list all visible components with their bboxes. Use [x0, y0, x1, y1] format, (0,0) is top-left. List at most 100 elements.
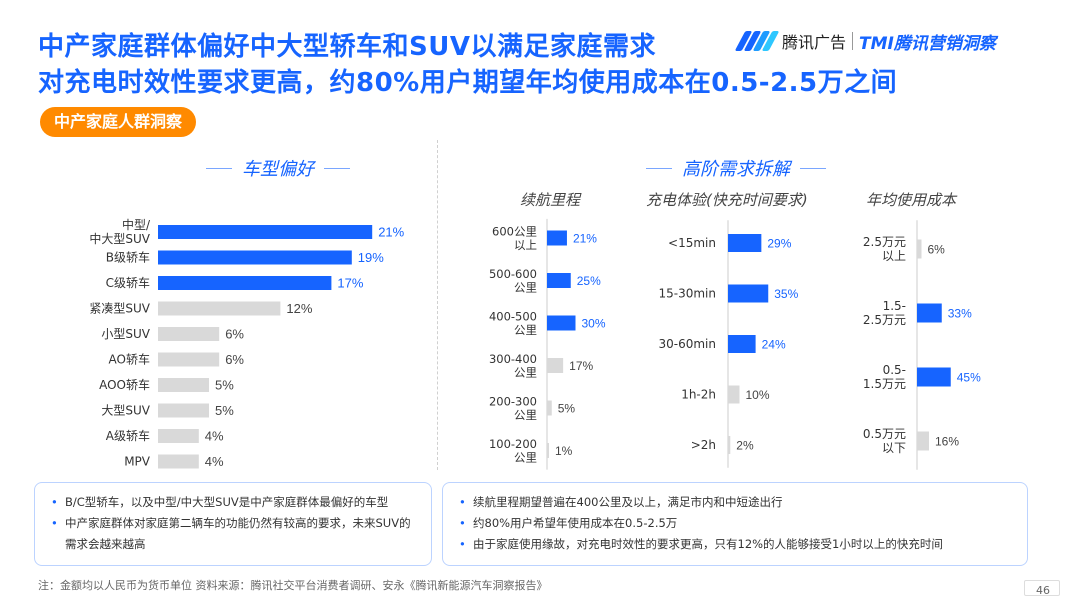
chart-data-label: 19% — [358, 250, 384, 265]
chart-bar — [158, 276, 332, 290]
chart-category-label: >2h — [691, 438, 716, 452]
chart-data-label: 29% — [767, 237, 791, 251]
chart-data-label: 45% — [957, 371, 981, 385]
chart-category-label: 中大型SUV — [89, 231, 150, 246]
section-divider — [437, 140, 438, 470]
chart-data-label: 6% — [225, 352, 244, 367]
chart-category-label: 2.5万元 — [863, 313, 906, 327]
chart-category-label: 300-400 — [489, 352, 537, 366]
chart-category-label: <15min — [668, 236, 716, 250]
chart-bar — [547, 400, 552, 416]
chart-bar — [547, 315, 576, 331]
chart-bar — [158, 301, 281, 316]
title-dash-left — [646, 167, 672, 169]
chart-bar — [158, 403, 209, 418]
chart-category-label: A级轿车 — [106, 428, 150, 443]
logo-brand-text: 腾讯广告 — [782, 33, 847, 52]
chart-category-label: 200-300 — [489, 394, 537, 408]
chart-category-label: 15-30min — [659, 287, 717, 301]
chart-bar — [728, 234, 762, 252]
chart-data-label: 4% — [205, 454, 224, 469]
right-note-item: 续航里程期望普遍在400公里及以上，满足市内和中短途出行 — [459, 492, 1013, 513]
chart-data-label: 2% — [736, 439, 754, 453]
left-note-item: 中产家庭群体对家庭第二辆车的功能仍然有较高的要求，未来SUV的需求会越来越高 — [51, 513, 417, 555]
right-section-title-text: 高阶需求拆解 — [682, 159, 790, 180]
chart-bar — [158, 429, 199, 443]
chart-category-label: 1.5万元 — [863, 377, 906, 391]
chart-data-label: 12% — [286, 301, 312, 316]
left-section-title: 车型偏好 — [196, 155, 360, 181]
logo-separator — [852, 32, 854, 50]
chart-data-label: 35% — [774, 287, 798, 301]
chart-data-label: 5% — [558, 402, 576, 416]
title-dash-left — [206, 167, 232, 169]
right-note-item: 约80%用户希望年使用成本在0.5-2.5万 — [459, 513, 1013, 534]
chart-category-label: AO轿车 — [109, 352, 150, 367]
chart-data-label: 5% — [215, 378, 234, 393]
chart-bar — [917, 303, 942, 323]
chart-category-label: 大型SUV — [101, 404, 150, 418]
page-number: 46 — [1036, 584, 1050, 597]
chart-data-label: 1% — [555, 444, 573, 458]
chart-category-label: 公里 — [514, 365, 537, 379]
chart-bar — [547, 230, 567, 246]
subchart-title-cost: 年均使用成本 — [866, 191, 957, 209]
left-note-item: B/C型轿车，以及中型/中大型SUV是中产家庭群体最偏好的车型 — [51, 492, 417, 513]
chart-category-label: 公里 — [514, 408, 537, 422]
chart-category-label: 以上 — [882, 249, 906, 263]
chart-data-label: 17% — [569, 359, 593, 373]
chart-category-label: 小型SUV — [101, 327, 150, 341]
page-title-line2: 对充电时效性要求更高，约80%用户期望年均使用成本在0.5-2.5万之间 — [38, 68, 898, 98]
title-dash-right — [324, 167, 350, 169]
chart-bar — [728, 284, 769, 303]
left-section-title-text: 车型偏好 — [242, 159, 314, 180]
chart-category-label: 以下 — [882, 441, 906, 455]
chart-data-label: 21% — [378, 225, 404, 240]
chart-category-label: 100-200 — [489, 437, 537, 451]
right-note-item: 由于家庭使用缘故，对充电时效性的要求更高，只有12%的人能够接受1小时以上的快充… — [459, 534, 1013, 555]
chart-bar — [158, 225, 373, 239]
chart-category-label: 中型/ — [122, 217, 151, 232]
chart-category-label: 公里 — [514, 323, 537, 337]
right-section-title: 高阶需求拆解 — [636, 155, 836, 181]
chart-bar — [547, 358, 564, 373]
chart-bar — [917, 431, 929, 451]
chart-bar — [547, 273, 571, 288]
chart-category-label: 1h-2h — [681, 388, 716, 402]
chart-category-label: 0.5万元 — [863, 427, 906, 441]
section-pill: 中产家庭人群洞察 — [40, 107, 197, 137]
chart-category-label: C级轿车 — [106, 275, 150, 290]
chart-bar — [158, 454, 199, 469]
chart-category-label: 0.5- — [883, 363, 906, 377]
chart-data-label: 10% — [746, 388, 770, 402]
chart-category-label: 紧凑型SUV — [89, 302, 150, 316]
chart-category-label: 1.5- — [883, 299, 906, 313]
chart-data-label: 30% — [582, 317, 606, 331]
chart-category-label: 2.5万元 — [863, 235, 906, 249]
chart-category-label: 公里 — [514, 450, 537, 464]
chart-category-label: B级轿车 — [106, 250, 150, 265]
chart-data-label: 33% — [948, 307, 972, 321]
chart-data-label: 5% — [215, 403, 234, 418]
page-number-box — [1024, 580, 1060, 596]
tencent-ads-logo: 腾讯广告 TMI腾讯营销洞察 — [734, 28, 996, 54]
chart-data-label: 24% — [762, 338, 786, 352]
right-notes-box: 续航里程期望普遍在400公里及以上，满足市内和中短途出行 约80%用户希望年使用… — [442, 482, 1028, 566]
chart-category-label: 600公里 — [492, 224, 537, 238]
chart-data-label: 6% — [928, 243, 946, 257]
chart-category-label: MPV — [124, 455, 151, 469]
chart-category-label: 以上 — [514, 238, 537, 252]
chart-bar — [917, 239, 922, 259]
chart-data-label: 4% — [205, 429, 224, 444]
title-dash-right — [800, 167, 826, 169]
chart-bar — [158, 352, 220, 367]
chart-data-label: 16% — [935, 435, 959, 449]
chart-bar — [158, 378, 209, 392]
chart-bar — [728, 436, 731, 454]
chart-data-label: 6% — [225, 327, 244, 342]
subchart-title-charging: 充电体验(快充时间要求) — [646, 191, 808, 209]
chart-category-label: 公里 — [514, 280, 537, 294]
left-notes-box: B/C型轿车，以及中型/中大型SUV是中产家庭群体最偏好的车型 中产家庭群体对家… — [34, 482, 432, 566]
chart-bar — [547, 443, 549, 458]
